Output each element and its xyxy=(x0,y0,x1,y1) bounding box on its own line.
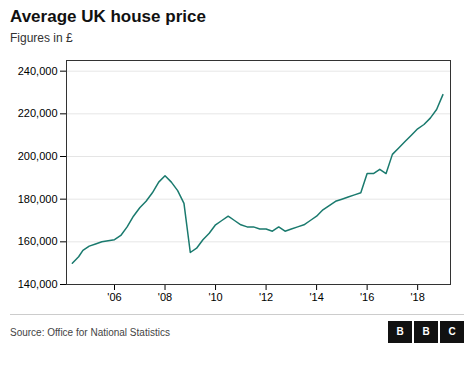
svg-text:160,000: 160,000 xyxy=(18,235,58,247)
html-text:Average UK house price: Average UK house price xyxy=(10,7,206,26)
svg-text:240,000: 240,000 xyxy=(18,65,58,77)
html-text:Figures in £: Figures in £ xyxy=(10,31,73,45)
svg-text:220,000: 220,000 xyxy=(18,107,58,119)
svg-text:200,000: 200,000 xyxy=(18,150,58,162)
svg-text:'18: '18 xyxy=(410,291,424,303)
html-text:Source: Office for National St: Source: Office for National Statistics xyxy=(10,326,170,338)
html-text:C: C xyxy=(448,326,456,337)
svg-text:'12: '12 xyxy=(259,291,273,303)
svg-text:'08: '08 xyxy=(158,291,172,303)
svg-text:'14: '14 xyxy=(309,291,323,303)
svg-text:180,000: 180,000 xyxy=(18,193,58,205)
svg-text:'16: '16 xyxy=(360,291,374,303)
svg-text:'10: '10 xyxy=(208,291,222,303)
html-text:B: B xyxy=(422,326,430,337)
svg-text:'06: '06 xyxy=(107,291,121,303)
svg-text:140,000: 140,000 xyxy=(18,278,58,290)
html-text:B: B xyxy=(396,326,404,337)
